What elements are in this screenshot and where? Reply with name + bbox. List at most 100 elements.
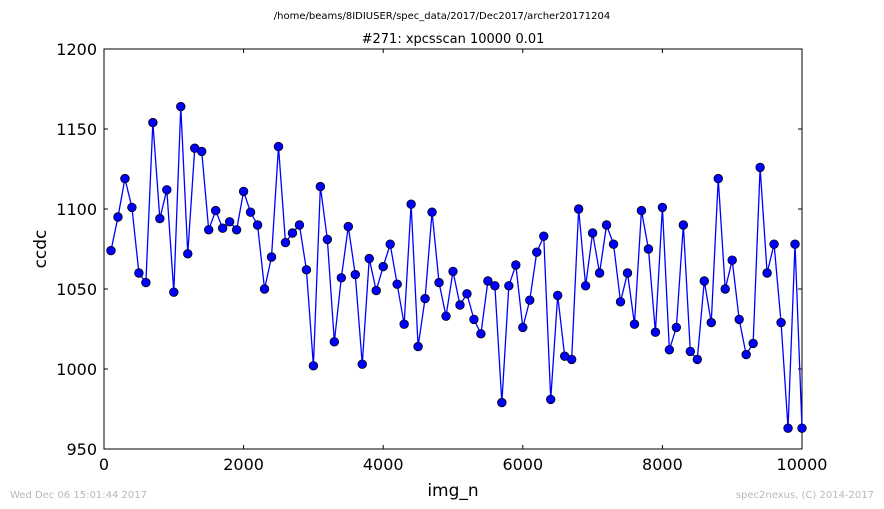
data-point: [231, 225, 242, 235]
data-point: [364, 253, 374, 264]
data-point: [162, 185, 172, 195]
data-point: [699, 276, 709, 286]
data-point: [657, 202, 668, 213]
footer-timestamp: Wed Dec 06 15:01:44 2017: [10, 490, 147, 501]
data-point: [148, 117, 158, 128]
data-point: [287, 228, 298, 238]
data-point: [462, 289, 472, 299]
y-tick-label: 1200: [56, 40, 97, 59]
data-point: [629, 319, 640, 329]
data-point: [664, 345, 675, 355]
data-point: [483, 276, 493, 286]
data-point: [224, 217, 235, 227]
data-point: [692, 354, 703, 365]
data-point: [336, 273, 347, 283]
data-point: [741, 349, 751, 360]
data-point: [706, 317, 716, 328]
data-point: [790, 239, 800, 249]
data-point: [573, 204, 584, 214]
data-point: [259, 284, 270, 294]
chart-title: #271: xpcsscan 10000 0.01: [362, 32, 545, 47]
data-point: [762, 268, 772, 278]
data-point: [155, 213, 165, 224]
data-point: [566, 354, 577, 365]
data-point: [601, 220, 612, 230]
data-point: [169, 287, 179, 297]
data-point: [210, 205, 221, 216]
y-tick-label: 1100: [56, 200, 97, 219]
data-point: [587, 228, 598, 238]
data-point: [245, 207, 256, 217]
data-point: [643, 244, 654, 254]
y-tick-label: 1150: [56, 120, 97, 139]
data-point: [343, 221, 354, 232]
data-point: [197, 146, 207, 157]
data-point: [308, 361, 319, 371]
data-point: [238, 186, 249, 197]
plot-area: [103, 48, 803, 450]
data-point: [176, 101, 186, 112]
data-point: [511, 260, 521, 270]
data-point: [127, 202, 137, 213]
data-point: [490, 281, 500, 291]
data-point: [413, 341, 423, 352]
data-point: [120, 173, 130, 184]
data-point: [141, 277, 151, 288]
data-point: [322, 234, 333, 245]
data-point: [448, 266, 458, 277]
data-point: [615, 297, 626, 307]
data-point: [636, 205, 647, 216]
series-line: [110, 106, 803, 429]
data-point: [427, 207, 437, 217]
y-tick-label: 1050: [56, 280, 97, 299]
data-point: [329, 337, 340, 347]
data-point: [266, 252, 277, 262]
data-point: [797, 423, 807, 433]
y-tick-labels: 950 1000 1050 1100 1150 1200: [56, 40, 97, 459]
data-point: [553, 290, 563, 301]
data-point: [301, 265, 312, 275]
data-point: [755, 162, 765, 173]
data-point: [406, 199, 416, 209]
footer-credit: spec2nexus, (C) 2014-2017: [736, 490, 874, 501]
data-points: [106, 101, 807, 433]
data-point: [678, 220, 689, 230]
data-point: [469, 314, 479, 325]
x-tick-label: 0: [99, 455, 109, 474]
x-tick-label: 8000: [642, 455, 683, 474]
figure-suptitle: /home/beams/8IDIUSER/spec_data/2017/Dec2…: [274, 11, 610, 22]
data-point: [769, 239, 779, 249]
x-tick-label: 10000: [777, 455, 828, 474]
y-tick-label: 950: [66, 440, 97, 459]
x-tick-label: 6000: [502, 455, 543, 474]
data-point: [504, 281, 514, 291]
data-point: [280, 237, 291, 248]
data-point: [518, 322, 528, 333]
x-axis-label: img_n: [427, 481, 478, 501]
data-point: [525, 295, 535, 305]
data-point: [357, 359, 367, 369]
data-point: [622, 268, 633, 278]
data-point: [134, 268, 144, 278]
data-point: [532, 247, 542, 257]
data-point: [608, 239, 619, 249]
x-tick-label: 2000: [223, 455, 264, 474]
data-point: [713, 173, 723, 184]
data-point: [113, 212, 123, 222]
y-axis-label: ccdc: [31, 230, 51, 269]
data-point: [371, 285, 381, 296]
data-point: [650, 327, 661, 337]
axis-ticks: [103, 48, 803, 450]
data-point: [294, 220, 305, 230]
data-point: [476, 329, 486, 339]
data-point: [580, 281, 591, 291]
data-point: [252, 220, 263, 230]
data-point: [217, 223, 228, 233]
data-point: [546, 394, 556, 405]
data-point: [720, 284, 730, 294]
data-point: [399, 319, 409, 329]
data-point: [671, 322, 682, 333]
data-point: [106, 245, 116, 256]
data-point: [434, 277, 444, 288]
